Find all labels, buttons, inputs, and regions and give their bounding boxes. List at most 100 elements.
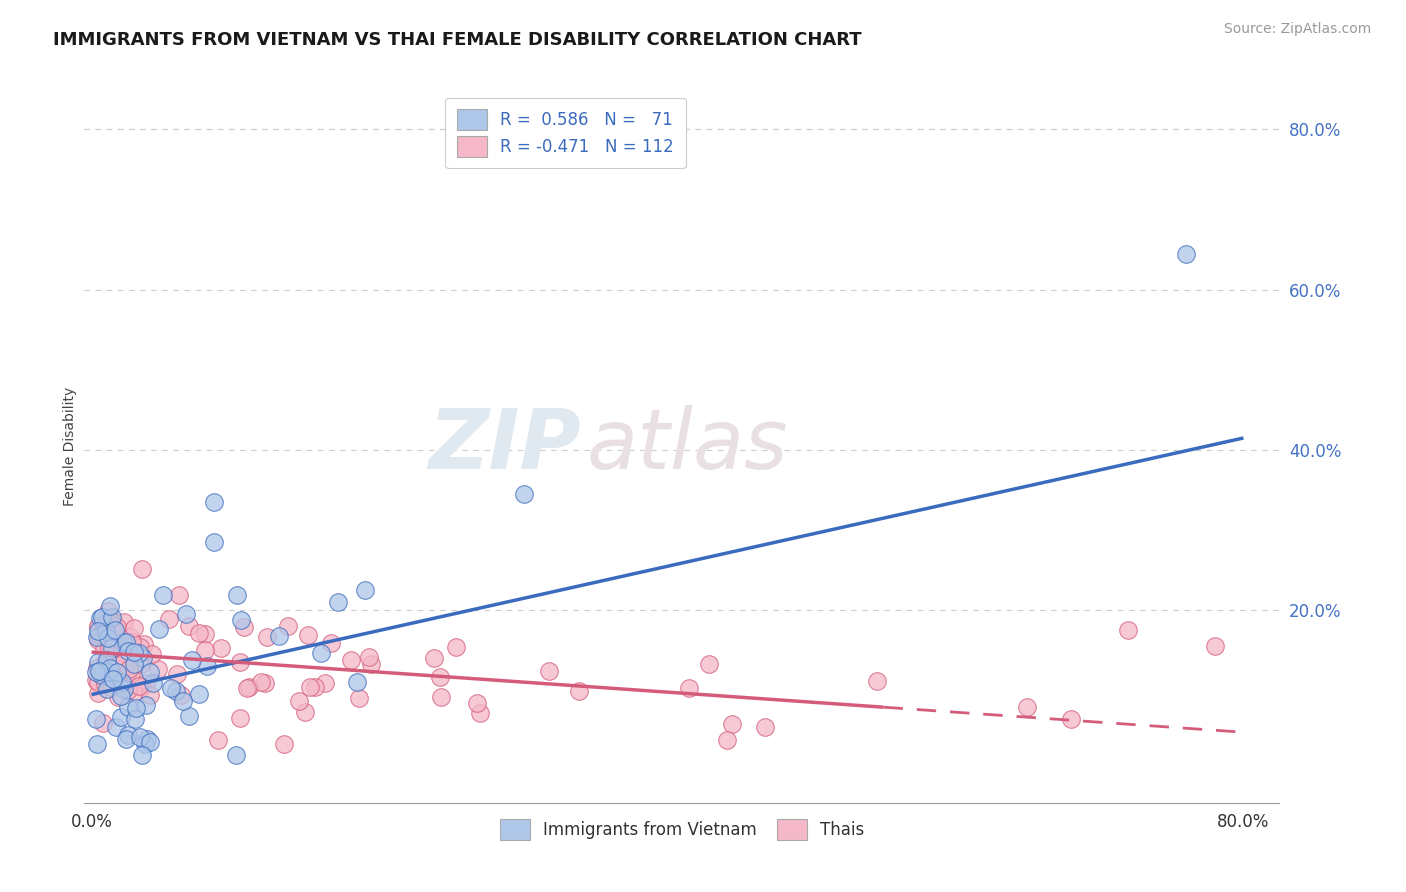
Point [146, 662, 169, 676]
Point [132, 651, 155, 665]
Text: atlas: atlas [586, 406, 787, 486]
Point [117, 682, 139, 697]
Point [139, 688, 162, 702]
Point [118, 664, 141, 678]
Point [294, 705, 316, 719]
Point [194, 626, 217, 640]
Point [122, 621, 145, 635]
Point [866, 673, 889, 688]
Point [115, 635, 138, 649]
Point [131, 747, 153, 762]
Point [226, 588, 249, 602]
Point [170, 688, 193, 702]
Point [91, 716, 114, 731]
Point [160, 681, 183, 696]
Point [122, 686, 145, 700]
Point [209, 641, 232, 656]
Point [152, 588, 174, 602]
Y-axis label: Female Disability: Female Disability [63, 386, 77, 506]
Point [111, 675, 134, 690]
Point [84, 665, 107, 680]
Point [84, 712, 107, 726]
Point [287, 694, 309, 708]
Point [465, 696, 488, 710]
Point [101, 614, 124, 628]
Point [93, 615, 115, 630]
Point [304, 680, 326, 694]
Point [135, 698, 157, 712]
Point [1174, 246, 1197, 260]
Point [538, 664, 561, 678]
Point [339, 652, 361, 666]
Point [120, 666, 142, 681]
Point [254, 676, 277, 690]
Point [273, 737, 295, 751]
Point [118, 655, 141, 669]
Text: Source: ZipAtlas.com: Source: ZipAtlas.com [1223, 22, 1371, 37]
Point [225, 747, 247, 762]
Point [108, 662, 131, 676]
Point [100, 680, 122, 694]
Point [98, 669, 121, 683]
Point [94, 669, 117, 683]
Point [236, 681, 259, 695]
Point [107, 690, 129, 705]
Point [357, 649, 380, 664]
Point [94, 624, 117, 639]
Point [1060, 712, 1083, 726]
Point [716, 733, 738, 747]
Point [179, 709, 201, 723]
Point [112, 615, 135, 629]
Point [423, 650, 446, 665]
Point [167, 588, 190, 602]
Point [107, 666, 129, 681]
Point [134, 737, 156, 751]
Point [98, 661, 121, 675]
Point [299, 680, 322, 694]
Point [141, 647, 163, 661]
Point [139, 665, 162, 679]
Point [128, 679, 150, 693]
Point [250, 675, 273, 690]
Point [86, 630, 108, 644]
Point [238, 680, 260, 694]
Point [229, 711, 252, 725]
Point [105, 675, 128, 690]
Point [111, 642, 134, 657]
Point [139, 735, 162, 749]
Point [97, 612, 120, 626]
Point [89, 610, 111, 624]
Point [104, 624, 127, 638]
Point [86, 737, 108, 751]
Point [112, 634, 135, 648]
Point [131, 657, 153, 672]
Point [87, 655, 110, 669]
Point [97, 665, 120, 679]
Point [124, 712, 146, 726]
Point [128, 646, 150, 660]
Point [122, 645, 145, 659]
Point [105, 720, 128, 734]
Point [346, 675, 368, 690]
Text: ZIP: ZIP [427, 406, 581, 486]
Point [120, 650, 142, 665]
Point [166, 666, 188, 681]
Point [297, 628, 319, 642]
Point [256, 630, 278, 644]
Point [96, 682, 118, 697]
Legend: Immigrants from Vietnam, Thais: Immigrants from Vietnam, Thais [491, 811, 873, 848]
Point [111, 656, 134, 670]
Point [165, 684, 187, 698]
Point [232, 620, 254, 634]
Point [93, 642, 115, 657]
Point [110, 665, 132, 680]
Point [134, 637, 156, 651]
Point [148, 622, 170, 636]
Point [124, 701, 146, 715]
Point [115, 679, 138, 693]
Point [98, 646, 121, 660]
Point [122, 657, 145, 671]
Point [110, 710, 132, 724]
Point [187, 687, 209, 701]
Point [107, 620, 129, 634]
